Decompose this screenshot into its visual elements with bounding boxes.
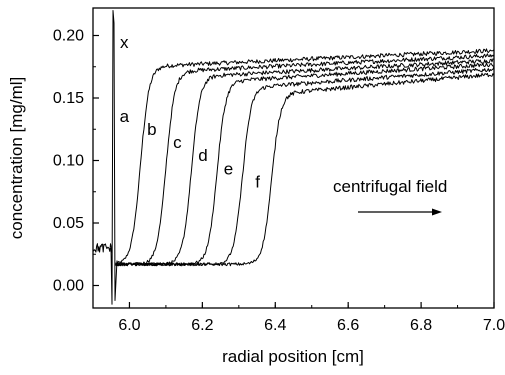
series-line-f xyxy=(115,72,495,267)
series-line-e xyxy=(115,66,495,267)
field-arrow xyxy=(358,208,442,216)
curve-label-b: b xyxy=(147,120,156,139)
meniscus-label: x xyxy=(120,33,129,52)
y-tick-label: 0.10 xyxy=(53,153,84,170)
meniscus-spike xyxy=(110,10,118,305)
curve-label-c: c xyxy=(173,133,182,152)
series-line-c xyxy=(115,58,495,267)
series-line-a xyxy=(115,48,495,265)
tick-marks xyxy=(92,34,495,308)
y-axis-label: concentration [mg/ml] xyxy=(7,77,26,240)
x-tick-label: 6.4 xyxy=(264,317,286,334)
pre-meniscus-trace xyxy=(92,243,113,253)
curve-label-e: e xyxy=(224,159,233,178)
y-tick-label: 0.20 xyxy=(53,28,84,45)
x-tick-label: 6.8 xyxy=(410,317,432,334)
y-tick-label: 0.05 xyxy=(53,215,84,232)
y-tick-label: 0.00 xyxy=(53,278,84,295)
x-tick-label: 7.0 xyxy=(483,317,505,334)
x-tick-label: 6.6 xyxy=(337,317,359,334)
series-layer xyxy=(92,10,495,305)
centrifugal-field-annotation: centrifugal field xyxy=(333,177,447,196)
x-axis-label: radial position [cm] xyxy=(222,347,364,366)
curve-label-d: d xyxy=(198,146,207,165)
y-tick-label: 0.15 xyxy=(53,90,84,107)
curve-label-f: f xyxy=(255,172,260,191)
x-tick-label: 6.2 xyxy=(191,317,213,334)
series-line-b xyxy=(115,53,495,267)
tick-labels: 6.0 6.2 6.4 6.6 6.8 7.0 0.00 0.05 0.10 0.15 0.20 xyxy=(53,28,505,335)
x-tick-label: 6.0 xyxy=(118,317,140,334)
curve-label-a: a xyxy=(120,107,130,126)
plot-frame xyxy=(92,7,495,309)
